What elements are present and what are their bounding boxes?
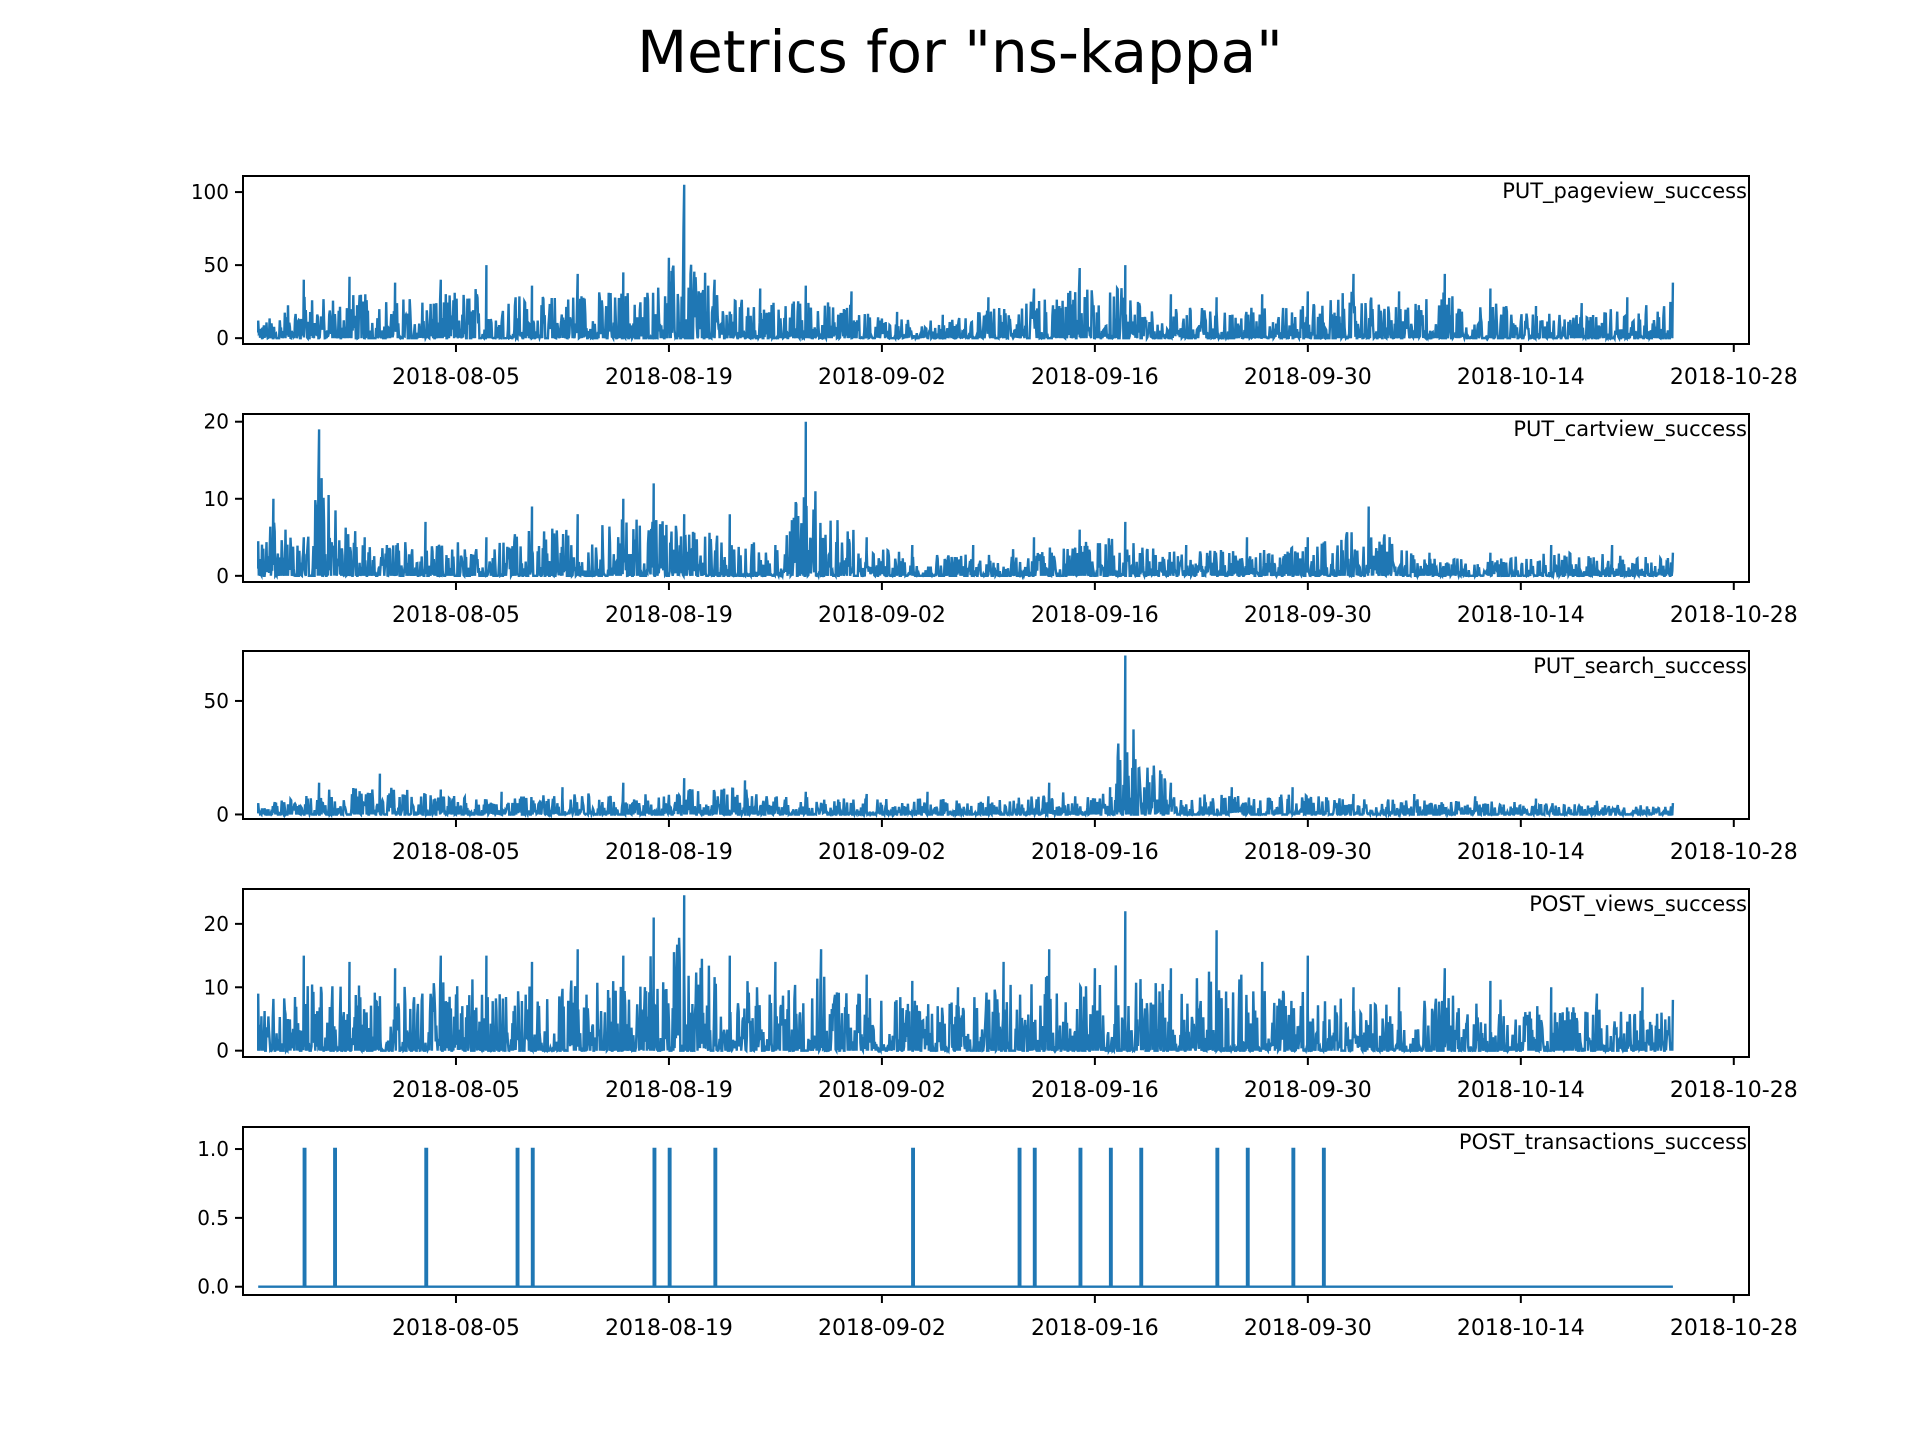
axes-frame-5 [242, 1126, 1750, 1296]
x-tick-label-2-6: 2018-10-14 [1457, 603, 1585, 628]
y-tick-label-5-2: 0.5 [197, 1206, 229, 1230]
series-line-3 [257, 655, 1675, 820]
x-tick-label-2-7: 2018-10-28 [1670, 603, 1798, 628]
y-tick-label-2-3: 20 [204, 410, 229, 434]
series-line-5 [258, 1147, 1673, 1288]
x-tick-label-1-4: 2018-09-16 [1031, 365, 1159, 390]
x-tick-label-1-1: 2018-08-05 [392, 365, 520, 390]
x-tick-label-3-5: 2018-09-30 [1244, 840, 1372, 865]
x-tick-label-4-6: 2018-10-14 [1457, 1078, 1585, 1103]
axes-frame-3 [242, 650, 1750, 820]
x-tick-label-3-1: 2018-08-05 [392, 840, 520, 865]
x-tick-label-4-7: 2018-10-28 [1670, 1078, 1798, 1103]
x-tick-label-1-7: 2018-10-28 [1670, 365, 1798, 390]
y-tick-label-3-2: 50 [204, 689, 229, 713]
x-tick-label-5-6: 2018-10-14 [1457, 1316, 1585, 1341]
x-tick-label-5-1: 2018-08-05 [392, 1316, 520, 1341]
x-tick-label-4-2: 2018-08-19 [605, 1078, 733, 1103]
y-tick-label-1-3: 100 [191, 180, 229, 204]
y-tick-label-4-1: 0 [216, 1039, 229, 1063]
series-label-5: POST_transactions_success [1459, 1130, 1747, 1155]
x-tick-label-2-5: 2018-09-30 [1244, 603, 1372, 628]
page-title: Metrics for "ns-kappa" [637, 18, 1283, 86]
x-tick-label-1-6: 2018-10-14 [1457, 365, 1585, 390]
x-tick-label-4-3: 2018-09-02 [818, 1078, 946, 1103]
y-tick-label-2-2: 10 [204, 487, 229, 511]
x-tick-label-2-4: 2018-09-16 [1031, 603, 1159, 628]
y-tick-label-4-2: 10 [204, 975, 229, 999]
x-tick-label-5-4: 2018-09-16 [1031, 1316, 1159, 1341]
y-tick-label-5-3: 1.0 [197, 1137, 229, 1161]
x-tick-label-3-2: 2018-08-19 [605, 840, 733, 865]
series-label-3: PUT_search_success [1533, 654, 1747, 679]
x-tick-label-5-5: 2018-09-30 [1244, 1316, 1372, 1341]
x-tick-label-1-2: 2018-08-19 [605, 365, 733, 390]
x-tick-label-1-5: 2018-09-30 [1244, 365, 1372, 390]
x-tick-label-5-3: 2018-09-02 [818, 1316, 946, 1341]
x-tick-label-4-4: 2018-09-16 [1031, 1078, 1159, 1103]
y-tick-label-1-2: 50 [204, 253, 229, 277]
x-tick-label-4-5: 2018-09-30 [1244, 1078, 1372, 1103]
x-tick-label-3-7: 2018-10-28 [1670, 840, 1798, 865]
series-line-1 [257, 184, 1675, 343]
axes-frame-4 [242, 888, 1750, 1058]
x-tick-label-2-3: 2018-09-02 [818, 603, 946, 628]
y-tick-label-2-1: 0 [216, 564, 229, 588]
axes-frame-1 [242, 175, 1750, 345]
series-label-1: PUT_pageview_success [1502, 179, 1747, 204]
x-tick-label-1-3: 2018-09-02 [818, 365, 946, 390]
x-tick-label-3-4: 2018-09-16 [1031, 840, 1159, 865]
x-tick-label-2-2: 2018-08-19 [605, 603, 733, 628]
x-tick-label-4-1: 2018-08-05 [392, 1078, 520, 1103]
x-tick-label-3-3: 2018-09-02 [818, 840, 946, 865]
series-label-4: POST_views_success [1529, 892, 1747, 917]
x-tick-label-3-6: 2018-10-14 [1457, 840, 1585, 865]
series-line-4 [257, 895, 1675, 1056]
y-tick-label-3-1: 0 [216, 802, 229, 826]
x-tick-label-5-7: 2018-10-28 [1670, 1316, 1798, 1341]
series-line-2 [257, 421, 1675, 581]
y-tick-label-5-1: 0.0 [197, 1275, 229, 1299]
x-tick-label-5-2: 2018-08-19 [605, 1316, 733, 1341]
x-tick-label-2-1: 2018-08-05 [392, 603, 520, 628]
series-label-2: PUT_cartview_success [1513, 417, 1747, 442]
y-tick-label-4-3: 20 [204, 912, 229, 936]
y-tick-label-1-1: 0 [216, 326, 229, 350]
